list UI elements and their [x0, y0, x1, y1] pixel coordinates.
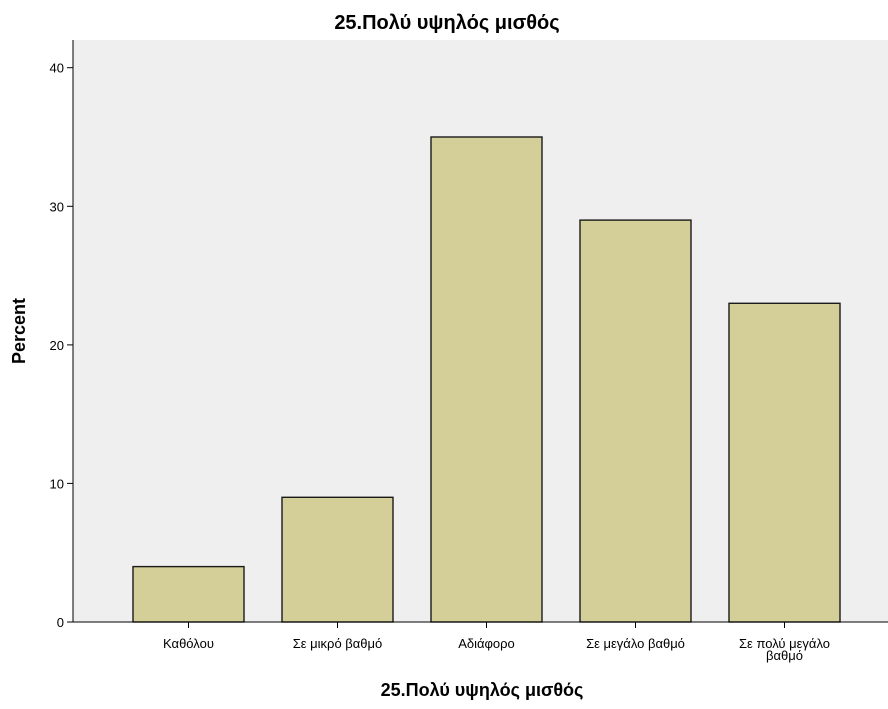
x-tick-label-line: Σε μεγάλο βαθμό	[586, 636, 685, 651]
bars-group	[132, 136, 841, 623]
x-tick-label: Σε πολύ μεγάλο βαθμό	[739, 636, 830, 663]
x-tick-label-line: Σε πολύ μεγάλο	[739, 636, 830, 651]
x-tick-label-line: βαθμό	[766, 648, 803, 663]
bar	[579, 219, 692, 623]
x-axis-title: 25.Πολύ υψηλός μισθός	[381, 680, 584, 700]
bar	[281, 496, 394, 623]
y-tick-label: 30	[50, 199, 64, 214]
bar	[132, 565, 245, 623]
x-tick-label-line: Καθόλου	[163, 636, 214, 651]
chart-title: 25.Πολύ υψηλός μισθός	[334, 12, 559, 34]
y-tick-label: 0	[57, 615, 64, 630]
y-tick-label: 20	[50, 338, 64, 353]
bar	[430, 136, 543, 623]
x-axis-ticks: Καθόλου Σε μικρό βαθμό Αδιάφορο Σε μεγάλο β…	[163, 622, 830, 663]
bar	[728, 302, 841, 623]
y-axis-title: Percent	[9, 298, 29, 364]
y-tick-label: 40	[50, 61, 64, 76]
x-tick-label-line: Αδιάφορο	[458, 636, 515, 651]
x-tick-label: Καθόλου	[163, 636, 214, 651]
x-tick-label: Αδιάφορο	[458, 636, 515, 651]
x-tick-label: Σε μεγάλο βαθμό	[586, 636, 685, 651]
y-axis-ticks: 0 10 20 30 40	[50, 61, 73, 630]
x-tick-label: Σε μικρό βαθμό	[293, 636, 383, 651]
y-tick-label: 10	[50, 476, 64, 491]
x-tick-label-line: Σε μικρό βαθμό	[293, 636, 383, 651]
